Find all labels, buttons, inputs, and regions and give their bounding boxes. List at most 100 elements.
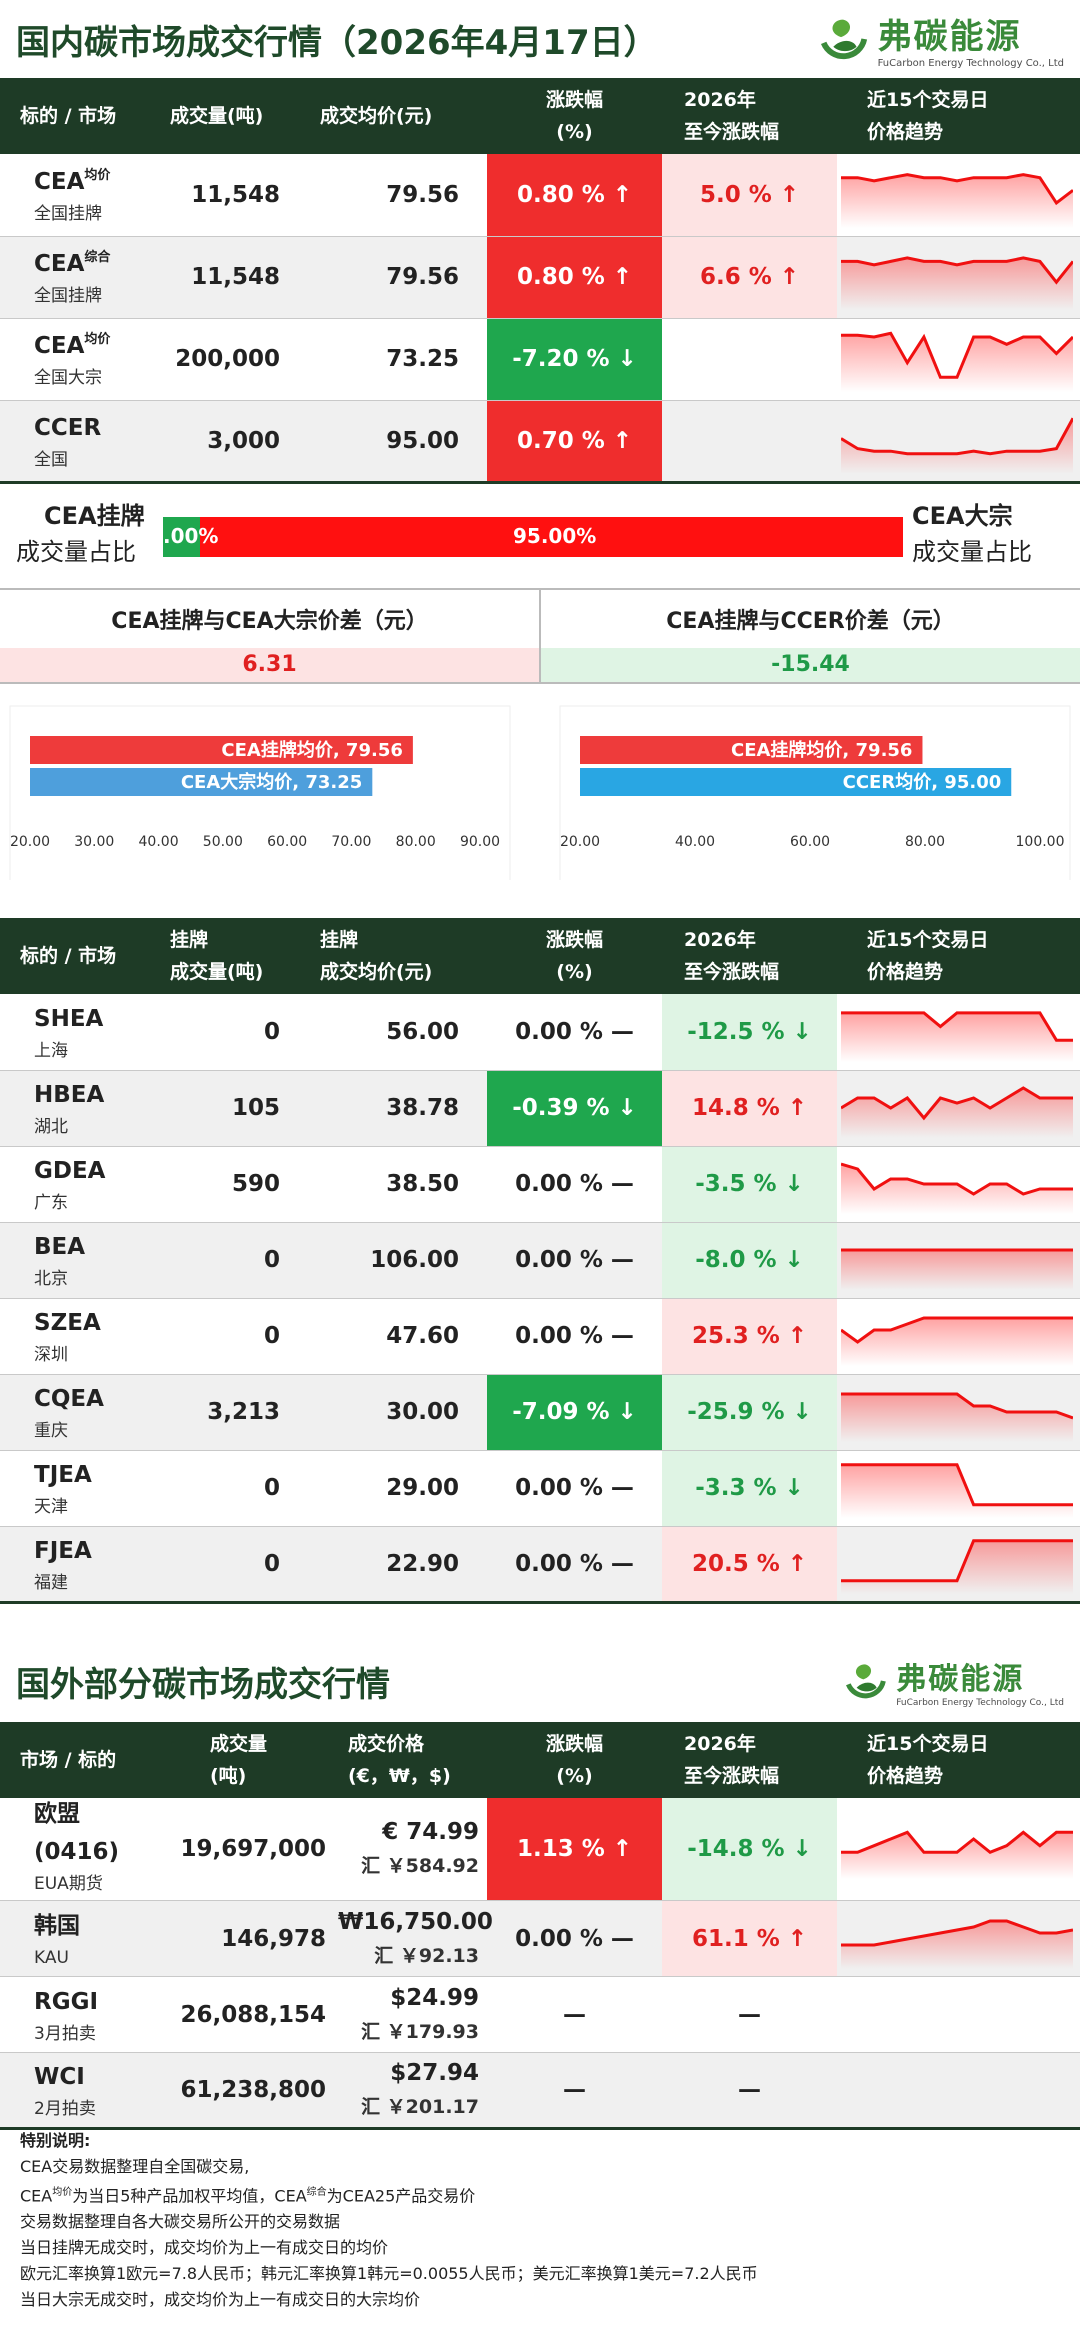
bar-label: CEA挂牌均价, 79.56: [731, 739, 912, 761]
leaf-logo-icon: [820, 19, 867, 60]
change-cell: 0.00 % —: [487, 1222, 662, 1299]
col-header-trend: 近15个交易日 价格趋势: [837, 918, 1080, 994]
trend-cell: [837, 154, 1080, 237]
price-cell: 22.90: [310, 1526, 487, 1604]
price-cell: 38.78: [310, 1070, 487, 1147]
trend-cell: [837, 1374, 1080, 1451]
table-row: SHEA 上海 0 56.00 0.00 % — -12.5 % ↓: [0, 994, 1080, 1071]
spread-ccer-block: CEA挂牌与CCER价差（元） -15.44: [541, 590, 1080, 682]
ytd-cell: -25.9 % ↓: [662, 1374, 837, 1451]
symbol-cell: TJEA 天津: [0, 1450, 150, 1527]
symbol-market: 3月拍卖: [34, 2023, 96, 2044]
volume-cell: 19,697,000: [150, 1798, 338, 1901]
regional-table-wrap: 标的 / 市场 挂牌 成交量(吨) 挂牌 成交均价(元) 涨跌幅 (%) 2026年至…: [0, 918, 1080, 1604]
symbol-name: GDEA: [34, 1158, 106, 1184]
price-cell: 29.00: [310, 1450, 487, 1527]
page-title: 国内碳市场成交行情（2026年4月17日）: [16, 22, 658, 63]
change-cell: 0.70 % ↑: [487, 400, 662, 484]
symbol-market: 广东: [34, 1193, 68, 1213]
change-cell: —: [487, 2052, 662, 2130]
price-cell: 79.56: [310, 154, 487, 237]
change-cell: 0.00 % —: [487, 1146, 662, 1223]
bar-label: CEA挂牌均价, 79.56: [221, 739, 402, 761]
symbol-market: 重庆: [34, 1421, 68, 1441]
table-header-row: 市场 / 标的 成交量 (吨) 成交价格 (€，₩，$) 涨跌幅 (%) 2026年至…: [0, 1722, 1080, 1798]
change-cell: -7.20 % ↓: [487, 318, 662, 401]
volume-cell: 146,978: [150, 1900, 338, 1977]
col-header-trend: 近15个交易日 价格趋势: [837, 1722, 1080, 1798]
symbol-market: 全国大宗: [34, 368, 102, 388]
change-cell: 1.13 % ↑: [487, 1798, 662, 1901]
symbol-cell: FJEA 福建: [0, 1526, 150, 1604]
price-cell: 38.50: [310, 1146, 487, 1223]
symbol-market: 北京: [34, 1269, 68, 1289]
volume-cell: 0: [150, 994, 310, 1071]
volume-cell: 0: [150, 1222, 310, 1299]
symbol-cell: 韩国 KAU: [0, 1900, 150, 1977]
symbol-market: EUA期货: [34, 1874, 103, 1894]
symbol-name: CQEA: [34, 1386, 104, 1412]
symbol-cell: CQEA 重庆: [0, 1374, 150, 1451]
price-trend-sparkline: [841, 331, 1073, 392]
ytd-cell: 20.5 % ↑: [662, 1526, 837, 1604]
price-trend-sparkline: [841, 256, 1073, 310]
axis-tick-label: 40.00: [139, 834, 179, 850]
symbol-cell: RGGI 3月拍卖: [0, 1976, 150, 2053]
price-compare-chart-1: CEA挂牌均价, 79.56 CEA大宗均价, 73.25 20.00 30.00 40…: [9, 705, 511, 880]
symbol-market: 全国挂牌: [34, 286, 102, 306]
note-line: 当日大宗无成交时，成交均价为上一有成交日的大宗均价: [20, 2290, 421, 2310]
col-header-volume: 成交量(吨): [150, 1722, 338, 1798]
price-cell: € 74.99 汇 ￥584.92: [338, 1798, 487, 1901]
logo-subtext: FuCarbon Energy Technology Co., Ltd: [877, 58, 1064, 69]
table-row: CEA均价 全国挂牌 11,548 79.56 0.80 % ↑ 5.0 % ↑: [0, 154, 1080, 237]
bar-label: CCER均价, 95.00: [843, 771, 1002, 793]
price-cell: $27.94 汇 ￥201.17: [338, 2052, 487, 2130]
symbol-name: HBEA: [34, 1082, 105, 1108]
change-cell: 0.00 % —: [487, 1900, 662, 1977]
volume-cell: 0: [150, 1526, 310, 1604]
ytd-cell: 14.8 % ↑: [662, 1070, 837, 1147]
ytd-cell: 25.3 % ↑: [662, 1298, 837, 1375]
trend-cell: [837, 1976, 1080, 2053]
volume-cell: 11,548: [150, 236, 310, 319]
ytd-cell: -8.0 % ↓: [662, 1222, 837, 1299]
table-row: GDEA 广东 590 38.50 0.00 % — -3.5 % ↓: [0, 1146, 1080, 1223]
symbol-market: KAU: [34, 1947, 69, 1968]
table-row: CEA综合 全国挂牌 11,548 79.56 0.80 % ↑ 6.6 % ↑: [0, 236, 1080, 319]
fx-value: 汇 ￥92.13: [374, 1944, 479, 1967]
symbol-name: WCI: [34, 2064, 85, 2090]
ytd-cell: -3.3 % ↓: [662, 1450, 837, 1527]
trend-cell: [837, 1222, 1080, 1299]
price-value: $27.94: [390, 2060, 479, 2086]
regional-market-table: 标的 / 市场 挂牌 成交量(吨) 挂牌 成交均价(元) 涨跌幅 (%) 2026年至…: [0, 918, 1080, 1604]
fx-value: 汇 ￥584.92: [361, 1855, 479, 1877]
ytd-cell: -12.5 % ↓: [662, 994, 837, 1071]
symbol-cell: HBEA 湖北: [0, 1070, 150, 1147]
col-header-ytd: 2026年 至今涨跌幅: [662, 918, 837, 994]
domestic-market-table: 标的 / 市场 成交量(吨) 成交均价(元) 涨跌幅 (%) 2026年 至今涨跌幅…: [0, 78, 1080, 484]
col-header-price: 挂牌 成交均价(元): [310, 918, 487, 994]
axis-tick-label: 60.00: [267, 834, 307, 850]
foreign-market-table: 市场 / 标的 成交量 (吨) 成交价格 (€，₩，$) 涨跌幅 (%) 2026年至…: [0, 1722, 1080, 2130]
col-header-change: 涨跌幅 (%): [487, 918, 662, 994]
leaf-logo-icon: [846, 1664, 886, 1699]
note-line: CEA均价为当日5种产品加权平均值，CEA综合为CEA25产品交易价: [20, 2186, 476, 2206]
symbol-market: 全国挂牌: [34, 203, 102, 224]
volume-cell: 11,548: [150, 154, 310, 237]
symbol-market: 全国: [34, 449, 68, 470]
ratio-right-pct: 95.00%: [513, 523, 597, 548]
ratio-left-label-2: 成交量占比: [16, 537, 136, 566]
table-row: 欧盟(0416) EUA期货 19,697,000 € 74.99 汇 ￥584.92 1…: [0, 1798, 1080, 1901]
price-value: ₩16,750.00: [338, 1908, 493, 1935]
table-row: 韩国 KAU 146,978 ₩16,750.00 汇 ￥92.13 0.00 % —61…: [0, 1900, 1080, 1977]
symbol-sup: 均价: [84, 167, 111, 183]
col-header-symbol: 标的 / 市场: [0, 918, 150, 994]
volume-ratio-section: CEA挂牌 成交量占比 .00% 95.00% CEA大宗 成交量占比: [0, 484, 1080, 588]
logo-text: 弗碳能源: [896, 1662, 1025, 1697]
symbol-name: RGGI: [34, 1988, 99, 2015]
volume-cell: 590: [150, 1146, 310, 1223]
symbol-market: 天津: [34, 1497, 68, 1517]
col-header-ytd: 2026年 至今涨跌幅: [662, 78, 837, 154]
symbol-cell: 欧盟(0416) EUA期货: [0, 1798, 150, 1901]
table-row: SZEA 深圳 0 47.60 0.00 % —25.3 % ↑: [0, 1298, 1080, 1375]
